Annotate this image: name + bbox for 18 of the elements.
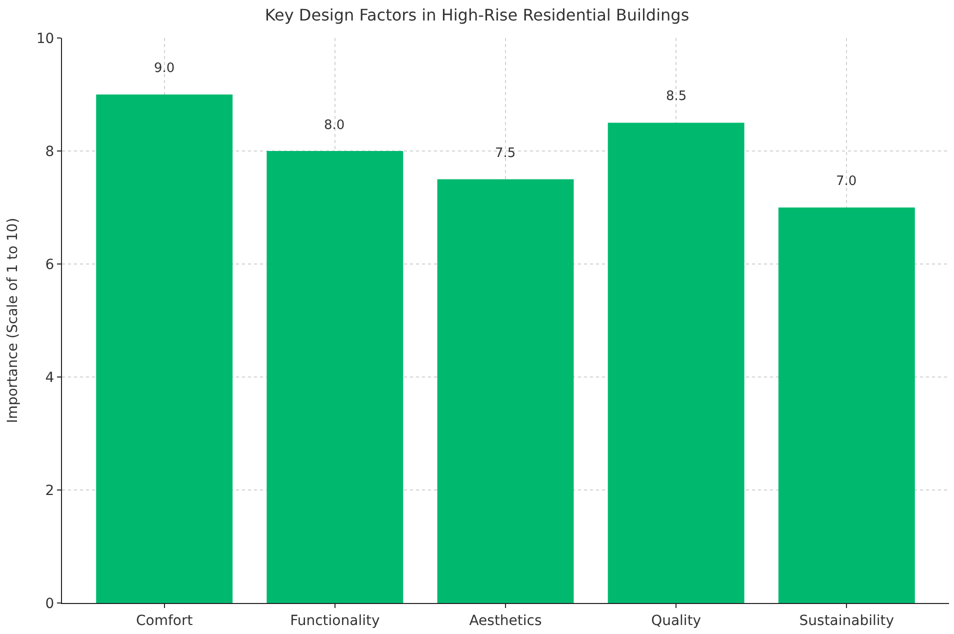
x-tick-label: Functionality	[290, 612, 380, 629]
x-tick-label: Quality	[651, 612, 702, 629]
data-label: 9.0	[154, 61, 175, 76]
y-tick-label: 8	[45, 144, 54, 160]
y-tick-label: 4	[45, 370, 54, 386]
y-tick-label: 6	[45, 256, 54, 273]
y-tick-label: 0	[45, 596, 54, 612]
chart-title: Key Design Factors in High-Rise Residential Buildings	[264, 6, 690, 25]
data-label: 7.0	[836, 174, 857, 189]
x-tick-label: Aesthetics	[469, 612, 542, 629]
x-tick-label: Sustainability	[799, 612, 894, 629]
y-tick-label: 10	[36, 30, 54, 47]
y-tick-label: 2	[45, 482, 54, 499]
y-axis-title: Importance (Scale of 1 to 10)	[4, 218, 21, 424]
x-tick-label: Comfort	[136, 612, 194, 629]
data-label: 7.5	[495, 146, 516, 161]
data-label: 8.5	[666, 89, 687, 104]
data-label: 8.0	[324, 118, 345, 133]
